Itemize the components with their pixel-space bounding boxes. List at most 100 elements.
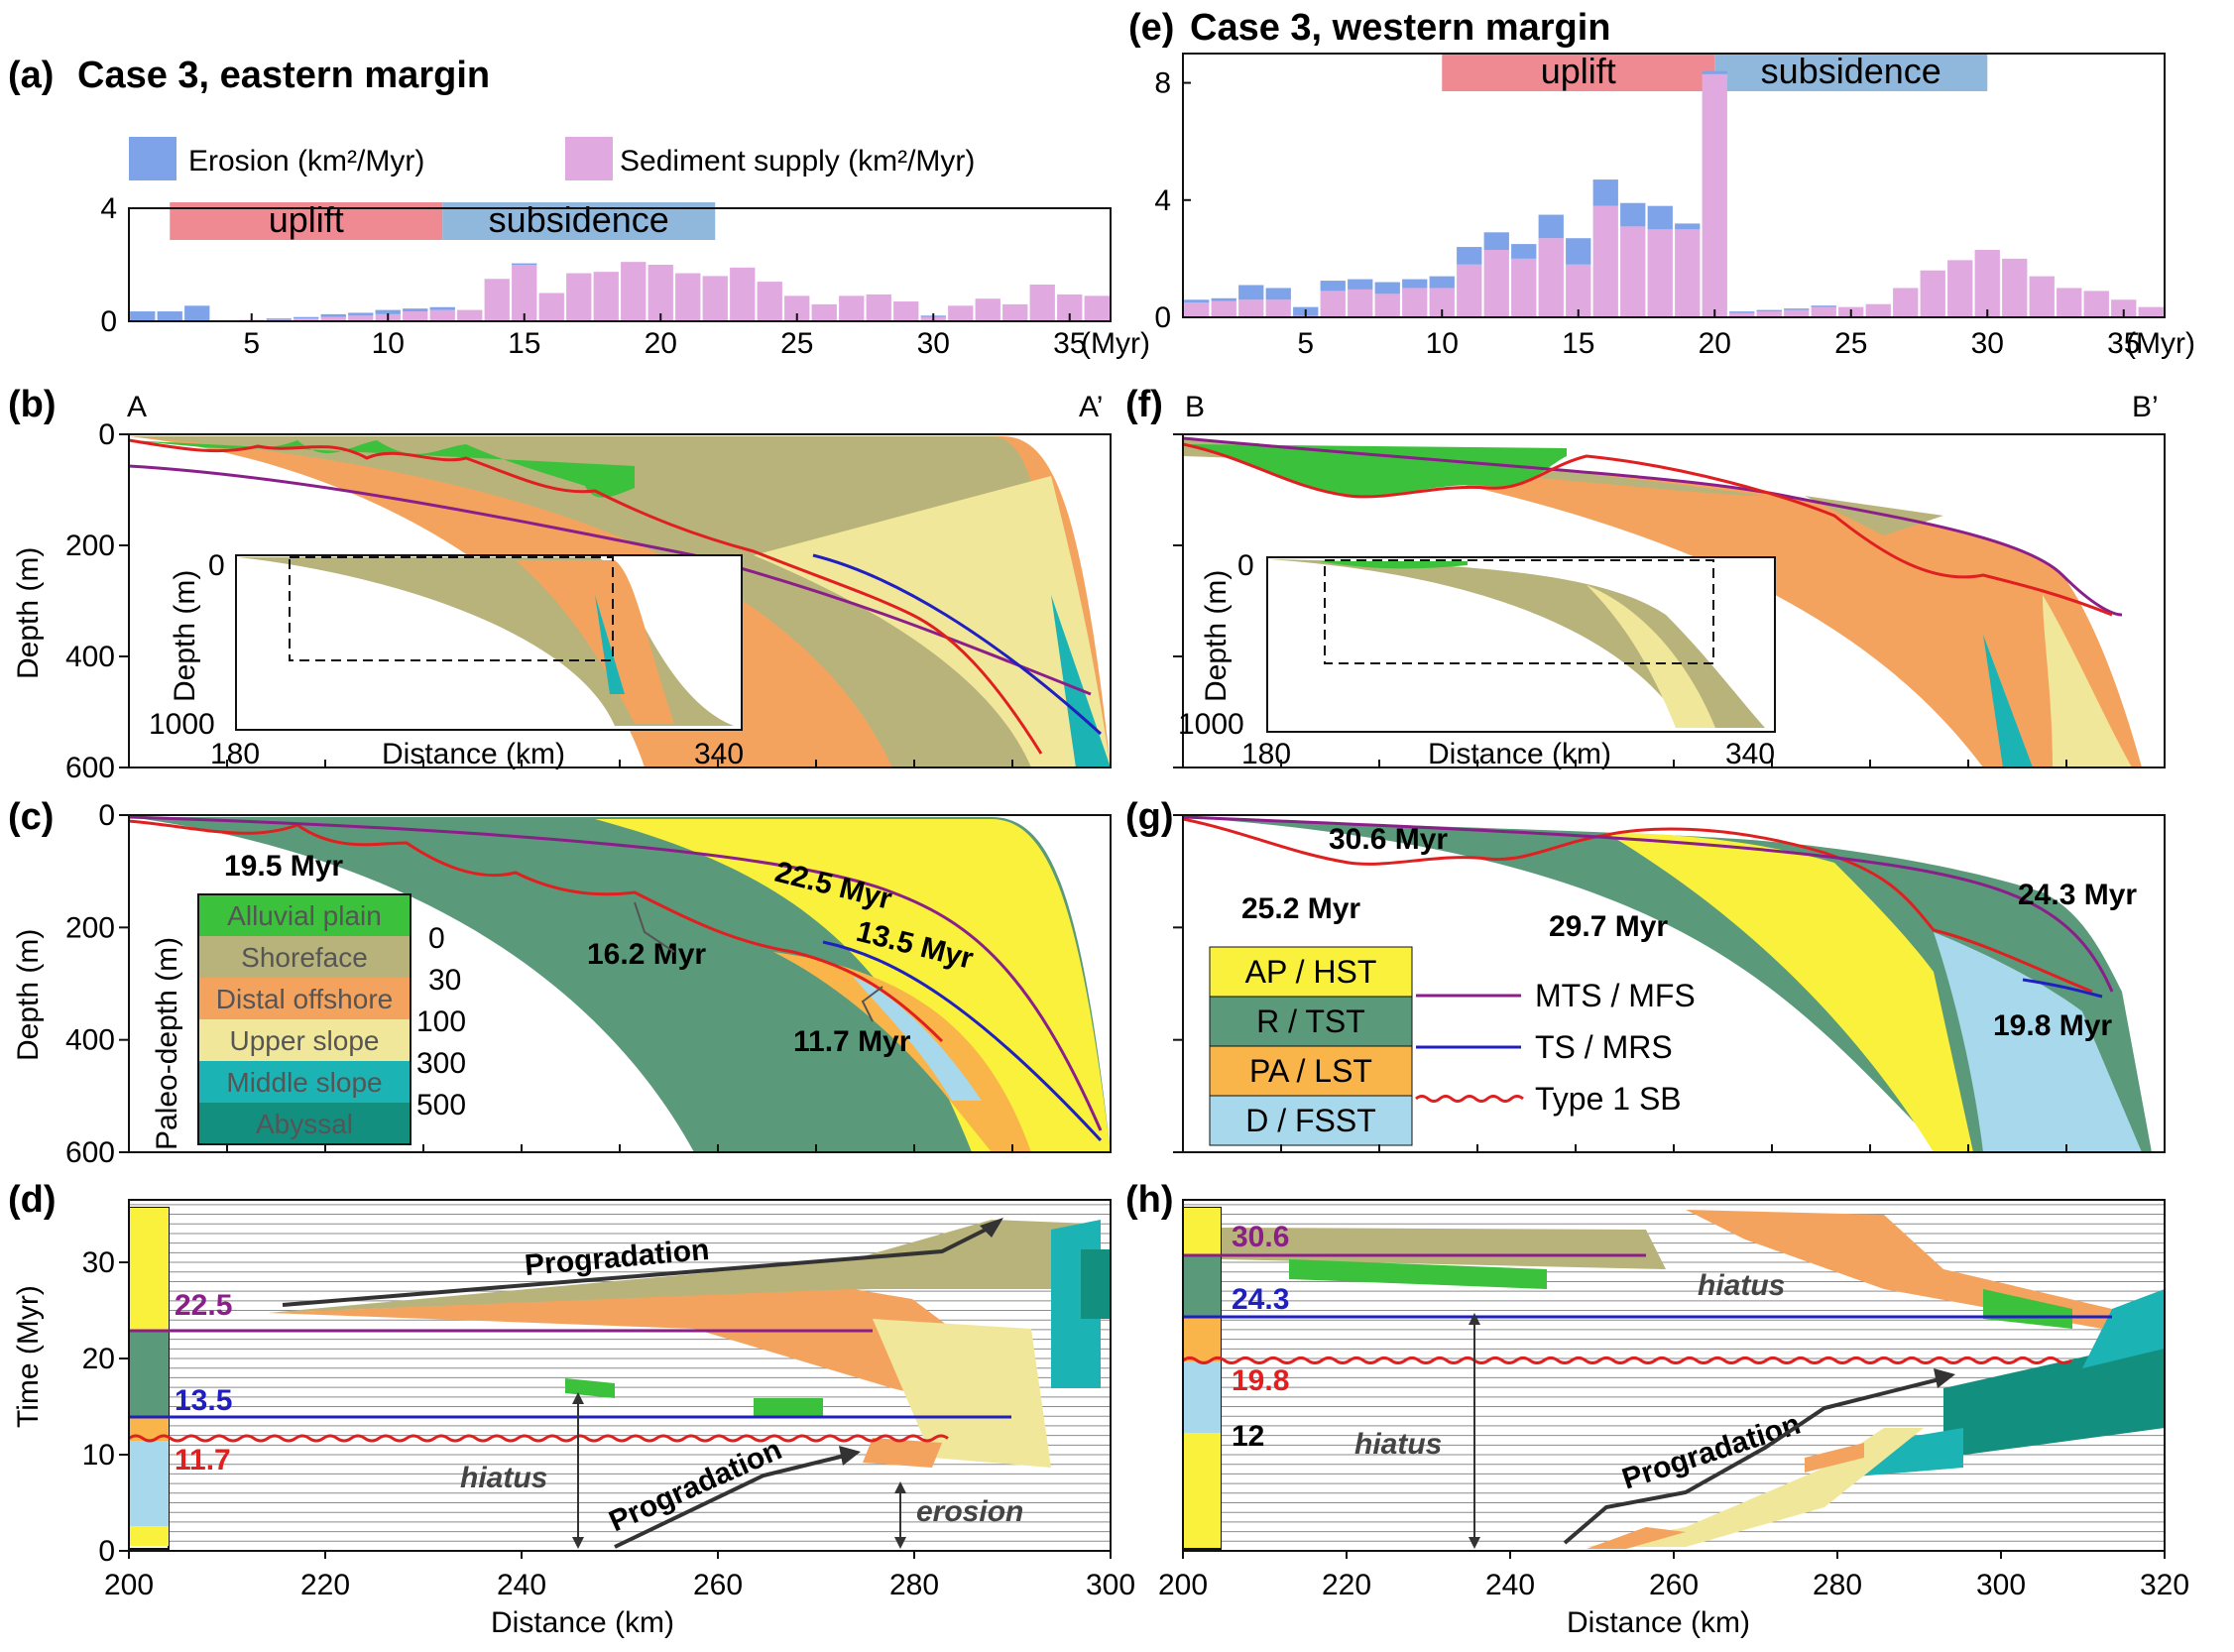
panel-c: (c) 19.5 Myr 16.2 Myr 22.5 Myr 13.5 Myr … (8, 796, 1112, 1153)
bar-erosion-e-7 (1374, 282, 1400, 295)
panel-f-letter: (f) (1125, 384, 1163, 425)
depth-tick-label-c: 400 (65, 1024, 115, 1057)
panel-a-title: Case 3, eastern margin (77, 55, 490, 96)
bar-erosion-e-10 (1457, 247, 1482, 265)
inset-f-y0: 0 (1237, 549, 1254, 582)
bar-erosion-a-5 (266, 318, 292, 320)
bar-erosion-e-8 (1402, 279, 1428, 289)
bar-supply-e-30 (2002, 258, 2028, 317)
panel-e: (e) Case 3, western margin uplift subside… (1128, 7, 2195, 360)
section-a-left: A (127, 391, 147, 423)
surface-d-1: 13.5 (175, 1384, 232, 1417)
bar-supply-e-20 (1729, 312, 1755, 317)
bar-supply-a-26 (839, 295, 865, 321)
bar-erosion-e-1 (1211, 297, 1236, 301)
ytick-label-a: 0 (100, 305, 117, 338)
xtick-label-e: 10 (1426, 327, 1459, 360)
inset-b-y1: 1000 (149, 708, 215, 741)
legend-system-label-2: PA / LST (1249, 1053, 1372, 1089)
inset-f-xlabel: Distance (km) (1428, 738, 1611, 770)
depth-tick-label-b: 400 (65, 641, 115, 673)
legend-line-2 (1415, 1095, 1524, 1103)
bar-supply-e-31 (2029, 276, 2055, 317)
legend-system-swatch-3 (1209, 1095, 1413, 1146)
bar-supply-e-7 (1374, 294, 1400, 317)
legend-supply-swatch (565, 137, 613, 180)
bar-supply-a-17 (593, 272, 619, 321)
legend-depth-label-1: Shoreface (241, 942, 368, 973)
legend-depth-swatch-3 (198, 1019, 411, 1061)
xtick-label-e: 20 (1699, 327, 1731, 360)
bar-supply-e-26 (1893, 288, 1919, 317)
panel-a-letter: (a) (8, 55, 54, 96)
bar-supply-a-31 (975, 298, 1000, 321)
bar-supply-a-35 (1084, 295, 1110, 321)
panel-b: (b) A A’ 0 1000 180 (8, 384, 1112, 770)
inset-b-x1: 340 (694, 738, 744, 770)
section-a-right: A’ (1079, 391, 1103, 423)
phase-e-0 (1442, 54, 1715, 91)
legend-depth-label-4: Middle slope (226, 1067, 382, 1098)
bar-supply-a-25 (811, 303, 837, 321)
annot-d-3: erosion (916, 1495, 1023, 1528)
section-b-right: B’ (2132, 391, 2159, 423)
bar-supply-a-8 (348, 315, 374, 321)
bar-erosion-a-14 (512, 263, 537, 265)
bar-supply-e-33 (2083, 291, 2109, 317)
xtick-label-h: 320 (2140, 1569, 2189, 1601)
xtick-label-a: 25 (780, 327, 813, 360)
bar-erosion-e-13 (1538, 214, 1564, 239)
inset-b-x0: 180 (210, 738, 260, 770)
bar-supply-e-18 (1675, 229, 1701, 317)
phase-label-e-0: uplift (1541, 51, 1616, 91)
bar-erosion-e-2 (1238, 285, 1264, 300)
depth-tick-label-b: 600 (65, 752, 115, 784)
bar-erosion-e-9 (1429, 276, 1455, 289)
annot-d-2: hiatus (460, 1462, 547, 1494)
xlabel-d: Distance (km) (491, 1606, 674, 1639)
panel-h-letter: (h) (1125, 1179, 1174, 1221)
ytick-label-d: 30 (82, 1246, 115, 1279)
bars-a: uplift subsidence (130, 199, 1110, 321)
panel-h: (h) 30.6 24.3 19.8 12 hiatus hiatus (1125, 1179, 2166, 1552)
xtick-label-h: 220 (1322, 1569, 1371, 1601)
legend-line-label-1: TS / MRS (1535, 1029, 1673, 1065)
surface-d-0: 22.5 (175, 1289, 232, 1322)
legend-system-label-3: D / FSST (1245, 1103, 1376, 1138)
bar-supply-e-1 (1211, 300, 1236, 317)
legend-supply-label: Sediment supply (km²/Myr) (620, 145, 975, 177)
bar-supply-a-11 (429, 309, 455, 321)
legend-system-swatch-2 (1209, 1045, 1413, 1097)
xtick-label-e: 15 (1562, 327, 1594, 360)
legend-depth-title: Paleo-depth (m) (151, 937, 183, 1150)
bar-erosion-e-21 (1756, 309, 1782, 312)
panel-g-letter: (g) (1125, 796, 1174, 838)
bar-supply-a-22 (730, 267, 756, 321)
legend-depth-0: 0 (428, 922, 445, 955)
legend-erosion-label: Erosion (km²/Myr) (188, 145, 424, 177)
legend-system-swatch-0 (1209, 946, 1413, 998)
bar-supply-a-19 (647, 265, 673, 321)
ytick-label-d: 20 (82, 1343, 115, 1375)
bar-supply-e-2 (1238, 299, 1264, 317)
bar-supply-e-14 (1566, 264, 1591, 317)
bar-erosion-e-17 (1647, 205, 1673, 230)
bar-supply-e-16 (1620, 226, 1646, 317)
panel-e-title: Case 3, western margin (1190, 7, 1611, 49)
label-g-3: 24.3 Myr (2018, 879, 2137, 911)
panel-a: (a) Case 3, eastern margin Erosion (km²/… (8, 55, 1150, 360)
bar-erosion-a-11 (429, 306, 455, 310)
legend-system-label-1: R / TST (1256, 1003, 1365, 1039)
phase-e-1 (1714, 54, 1988, 91)
bar-supply-a-12 (457, 309, 483, 321)
bar-supply-a-14 (512, 265, 537, 321)
wheeler-d-fill (268, 1220, 1111, 1468)
panel-a-axes (128, 207, 1112, 322)
wheeler-h-fill (1220, 1210, 2165, 1549)
annot-h-0: hiatus (1698, 1269, 1785, 1302)
bar-erosion-e-0 (1184, 299, 1210, 303)
bar-supply-a-28 (893, 301, 919, 321)
panel-a-unit: (Myr) (1081, 327, 1150, 360)
legend-depth-swatch-4 (198, 1061, 411, 1103)
